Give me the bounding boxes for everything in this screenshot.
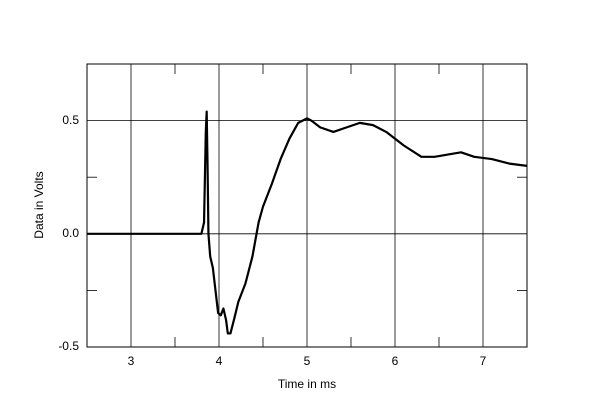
- y-axis-label: Data in Volts: [32, 171, 46, 238]
- x-tick-label: 5: [304, 354, 311, 368]
- x-axis-label: Time in ms: [278, 377, 336, 391]
- data-line: [87, 110, 528, 335]
- y-tick-label: -0.5: [58, 339, 79, 353]
- x-tick-label: 6: [392, 354, 399, 368]
- x-tick-label: 4: [216, 354, 223, 368]
- y-tick-label: 0.0: [62, 226, 79, 240]
- x-tick-label: 7: [480, 354, 487, 368]
- x-tick-label: 3: [128, 354, 135, 368]
- plot-frame: [86, 63, 528, 348]
- y-tick-label: 0.5: [62, 113, 79, 127]
